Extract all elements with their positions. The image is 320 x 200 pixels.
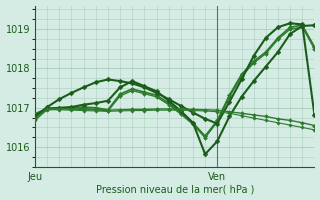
X-axis label: Pression niveau de la mer( hPa ): Pression niveau de la mer( hPa ) [96, 184, 254, 194]
